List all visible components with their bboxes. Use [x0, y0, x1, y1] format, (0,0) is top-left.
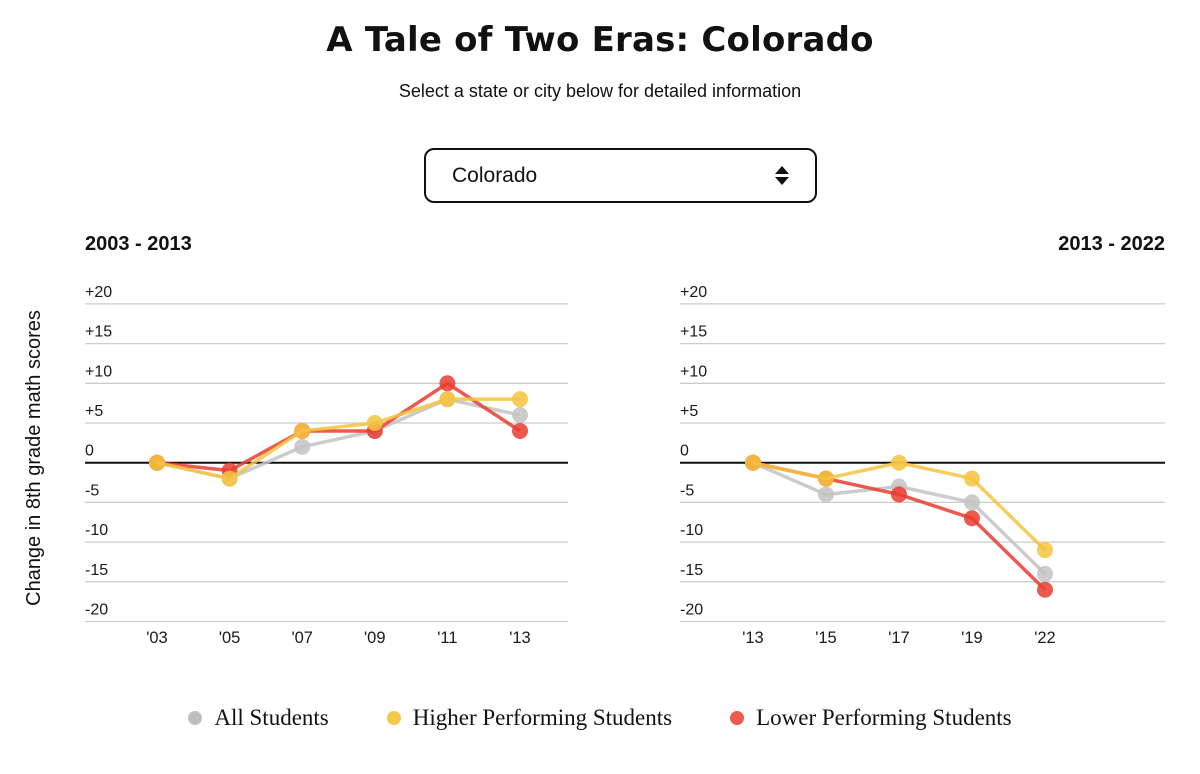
y-tick-label: +20	[680, 284, 707, 301]
y-tick-label: +15	[680, 324, 707, 341]
y-tick-label: +20	[85, 284, 112, 301]
y-tick-label: +15	[85, 324, 112, 341]
y-tick-label: -15	[680, 562, 703, 579]
y-tick-label: +10	[680, 363, 707, 380]
legend-item-all-students: All Students	[188, 705, 329, 731]
data-point	[512, 391, 528, 408]
y-tick-label: -5	[85, 482, 99, 499]
down-arrow-icon	[775, 177, 789, 185]
data-point	[439, 375, 456, 392]
y-tick-label: +5	[85, 403, 103, 420]
data-point	[294, 438, 311, 455]
data-point	[294, 422, 311, 439]
data-point	[818, 470, 834, 487]
data-point	[891, 486, 907, 503]
data-point	[1037, 565, 1053, 582]
data-point	[964, 470, 980, 487]
series-higher-performing-students	[149, 391, 528, 487]
y-tick-label: +5	[680, 403, 698, 420]
legend-item-higher-performing-students: Higher Performing Students	[386, 705, 673, 731]
data-point	[439, 391, 456, 408]
x-tick-label: '05	[219, 629, 241, 647]
x-tick-label: '19	[961, 629, 983, 647]
y-tick-label: +10	[85, 363, 112, 380]
x-tick-label: '13	[742, 629, 764, 647]
page-title: A Tale of Two Eras: Colorado	[326, 20, 874, 60]
x-tick-label: '07	[291, 629, 313, 647]
data-point	[149, 454, 165, 471]
data-point	[512, 407, 528, 424]
y-tick-label: 0	[680, 443, 689, 460]
data-point	[512, 422, 528, 439]
x-tick-label: '22	[1034, 629, 1056, 647]
x-tick-label: '03	[146, 629, 168, 647]
y-tick-label: -10	[680, 522, 703, 539]
era-label-right: 2013 - 2022	[1058, 233, 1165, 255]
y-tick-label: -15	[85, 562, 108, 579]
up-arrow-icon	[775, 166, 789, 174]
data-point	[1037, 581, 1053, 598]
x-tick-label: '09	[364, 629, 386, 647]
x-tick-label: '15	[815, 629, 837, 647]
x-tick-label: '17	[888, 629, 910, 647]
series-higher-performing-students	[745, 454, 1053, 559]
data-point	[1037, 542, 1053, 559]
series-all-students	[745, 454, 1053, 582]
y-tick-label: -5	[680, 482, 694, 499]
state-select[interactable]: Colorado	[424, 148, 817, 203]
data-point	[964, 494, 980, 511]
legend-dot-icon	[188, 711, 203, 725]
state-select-value: Colorado	[452, 163, 538, 187]
chart-legend: All Students Higher Performing Students Lo…	[0, 705, 1200, 731]
legend-dot-icon	[386, 711, 401, 725]
chart-2013-2022: +20 +15 +10 +5 0 -5 -10 -15 -20 '13 '15 '17 '19 '22	[680, 284, 1165, 647]
series-lower-performing-students	[745, 454, 1053, 598]
y-tick-label: -10	[85, 522, 108, 539]
page-subtitle: Select a state or city below for detaile…	[398, 81, 802, 101]
chart-2003-2013: +20 +15 +10 +5 0 -5 -10 -15 -20 '03 '05 '07 '09 '11 '1…	[85, 284, 568, 647]
legend-label: All Students	[214, 705, 329, 730]
legend-label: Lower Performing Students	[756, 705, 1012, 730]
up-down-arrows-icon	[775, 166, 789, 185]
y-tick-label: 0	[85, 443, 94, 460]
legend-item-lower-performing-students: Lower Performing Students	[730, 705, 1012, 731]
data-point	[964, 510, 980, 527]
data-point	[891, 454, 907, 471]
data-point	[818, 486, 834, 503]
legend-label: Higher Performing Students	[412, 705, 673, 730]
legend-dot-icon	[730, 711, 745, 725]
y-axis-title: Change in 8th grade math scores	[23, 310, 45, 606]
x-tick-label: '13	[509, 629, 531, 647]
data-point	[745, 454, 761, 471]
era-label-left: 2003 - 2013	[85, 233, 192, 255]
y-tick-label: -20	[680, 602, 703, 619]
y-tick-label: -20	[85, 602, 108, 619]
data-point	[221, 470, 238, 487]
x-tick-label: '11	[437, 629, 457, 647]
data-point	[366, 415, 383, 431]
